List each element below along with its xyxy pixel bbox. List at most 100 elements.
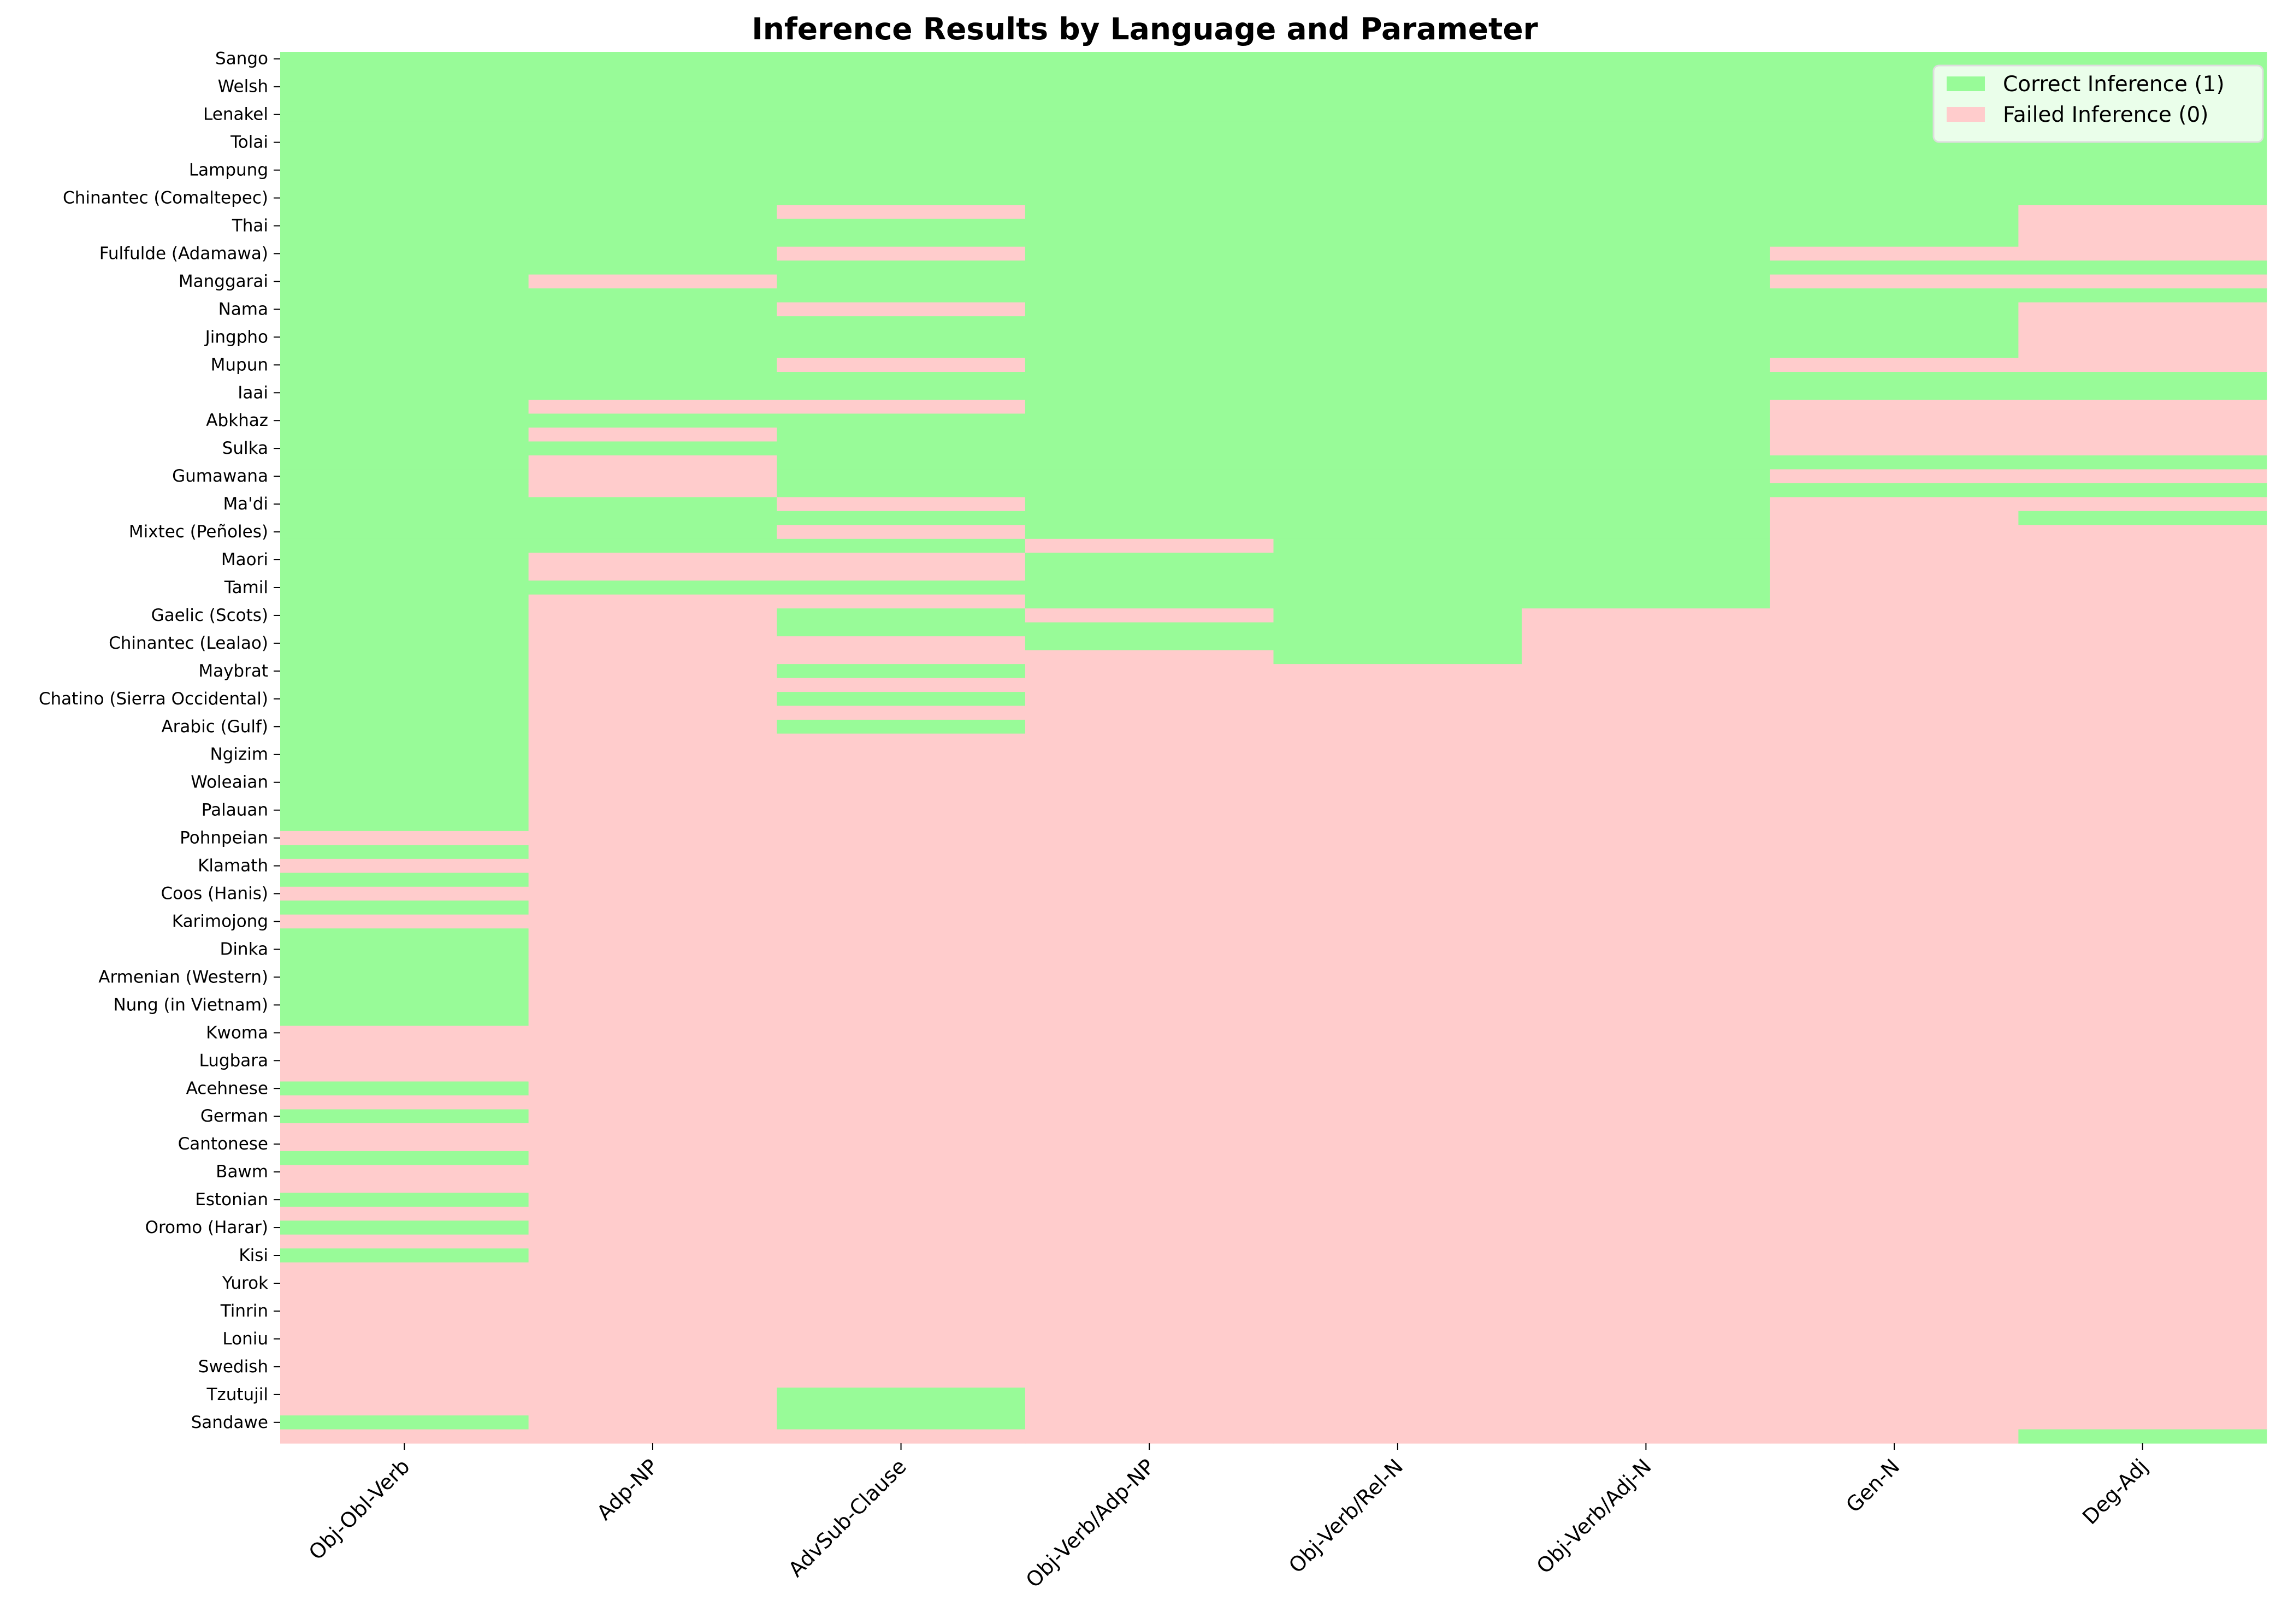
heatmap-cell	[280, 636, 529, 651]
heatmap-cell	[528, 538, 777, 553]
heatmap-cell	[1522, 1109, 1771, 1124]
heatmap-cell	[2018, 886, 2267, 901]
y-tick-label: Estonian	[195, 1190, 268, 1210]
heatmap-cell	[1522, 720, 1771, 734]
heatmap-cell	[2018, 260, 2267, 275]
heatmap-cell	[528, 650, 777, 665]
heatmap-cell	[1273, 1165, 1522, 1180]
heatmap-cell	[1273, 1178, 1522, 1193]
heatmap-cell	[1770, 692, 2019, 707]
heatmap-cell	[1273, 191, 1522, 205]
heatmap-cell	[528, 525, 777, 540]
heatmap-cell	[2018, 1206, 2267, 1221]
heatmap-cell	[528, 205, 777, 220]
heatmap-cell	[1025, 1401, 1274, 1416]
heatmap-cell	[2018, 455, 2267, 470]
heatmap-cell	[1273, 1206, 1522, 1221]
heatmap-cell	[1025, 970, 1274, 985]
heatmap-cell	[1770, 400, 2019, 414]
heatmap-cell	[777, 1429, 1026, 1444]
heatmap-cell	[280, 441, 529, 456]
heatmap-cell	[777, 1360, 1026, 1374]
heatmap-cell	[528, 1234, 777, 1249]
heatmap-cell	[1025, 664, 1274, 679]
heatmap-cell	[1025, 1068, 1274, 1082]
heatmap-cell	[777, 149, 1026, 164]
heatmap-cell	[1273, 580, 1522, 595]
heatmap-cell	[1522, 1388, 1771, 1402]
heatmap-cell	[1273, 1346, 1522, 1360]
heatmap-cell	[280, 66, 529, 80]
heatmap-cell	[2018, 900, 2267, 915]
y-tick-label: Gaelic (Scots)	[151, 606, 268, 625]
heatmap-cell	[528, 692, 777, 707]
heatmap-cell	[1770, 1415, 2019, 1430]
heatmap-cell	[1770, 678, 2019, 692]
heatmap-cell	[777, 1220, 1026, 1235]
heatmap-cell	[1522, 1068, 1771, 1082]
heatmap-cell	[1273, 205, 1522, 220]
heatmap-cell	[280, 163, 529, 177]
y-tick-label: Coos (Hanis)	[161, 884, 269, 904]
heatmap-cell	[1273, 1360, 1522, 1374]
heatmap-cell	[1273, 233, 1522, 247]
heatmap-cell	[1770, 1248, 2019, 1263]
heatmap-cell	[1522, 135, 1771, 150]
heatmap-cell	[280, 427, 529, 442]
heatmap-cell	[1273, 873, 1522, 887]
heatmap-cell	[1025, 525, 1274, 540]
heatmap-cell	[280, 553, 529, 567]
heatmap-cell	[280, 831, 529, 845]
heatmap-cell	[1273, 692, 1522, 707]
heatmap-cell	[280, 873, 529, 887]
y-tick-label: German	[200, 1106, 268, 1126]
heatmap-cell	[1770, 538, 2019, 553]
heatmap-cell	[2018, 441, 2267, 456]
heatmap-cell	[2018, 386, 2267, 400]
y-tick-label: Abkhaz	[206, 411, 268, 430]
heatmap-cell	[1025, 914, 1274, 929]
heatmap-cell	[1273, 733, 1522, 748]
heatmap-cell	[280, 93, 529, 108]
heatmap-cell	[1522, 886, 1771, 901]
heatmap-cell	[1522, 1290, 1771, 1305]
heatmap-cell	[1770, 302, 2019, 317]
heatmap-cell	[280, 650, 529, 665]
heatmap-cell	[1522, 998, 1771, 1012]
heatmap-cell	[1522, 316, 1771, 331]
heatmap-cell	[1770, 1388, 2019, 1402]
heatmap-cell	[528, 1346, 777, 1360]
heatmap-cell	[777, 1248, 1026, 1263]
x-tick-label: Obj-Verb/Adp-NP	[1021, 1454, 1160, 1592]
heatmap-cell	[280, 1429, 529, 1444]
heatmap-cell	[1025, 372, 1274, 387]
heatmap-cell	[2018, 1318, 2267, 1332]
heatmap-cell	[1273, 52, 1522, 67]
heatmap-cell	[1770, 1360, 2019, 1374]
heatmap-cell	[2018, 1026, 2267, 1040]
heatmap-cell	[1273, 1068, 1522, 1082]
heatmap-cell	[528, 413, 777, 428]
heatmap-cell	[280, 1012, 529, 1027]
y-tick-label: Mixtec (Peñoles)	[129, 522, 268, 542]
heatmap-cell	[1273, 177, 1522, 192]
y-tick-label: Loniu	[222, 1329, 268, 1349]
heatmap-cell	[1770, 1332, 2019, 1347]
heatmap-cell	[2018, 678, 2267, 692]
heatmap-cell	[280, 1040, 529, 1054]
heatmap-cell	[1273, 678, 1522, 692]
heatmap-cell	[528, 1081, 777, 1096]
heatmap-cell	[280, 984, 529, 999]
heatmap-cell	[528, 1304, 777, 1319]
heatmap-cell	[2018, 538, 2267, 553]
heatmap-cell	[280, 1081, 529, 1096]
heatmap-cell	[1770, 636, 2019, 651]
heatmap-cell	[1273, 775, 1522, 790]
heatmap-cell	[2018, 246, 2267, 261]
heatmap-cell	[1770, 427, 2019, 442]
y-tick-label: Tzutujil	[206, 1385, 269, 1404]
heatmap-cell	[1522, 942, 1771, 957]
heatmap-cell	[1025, 386, 1274, 400]
heatmap-cell	[1025, 942, 1274, 957]
heatmap-cell	[1025, 205, 1274, 220]
